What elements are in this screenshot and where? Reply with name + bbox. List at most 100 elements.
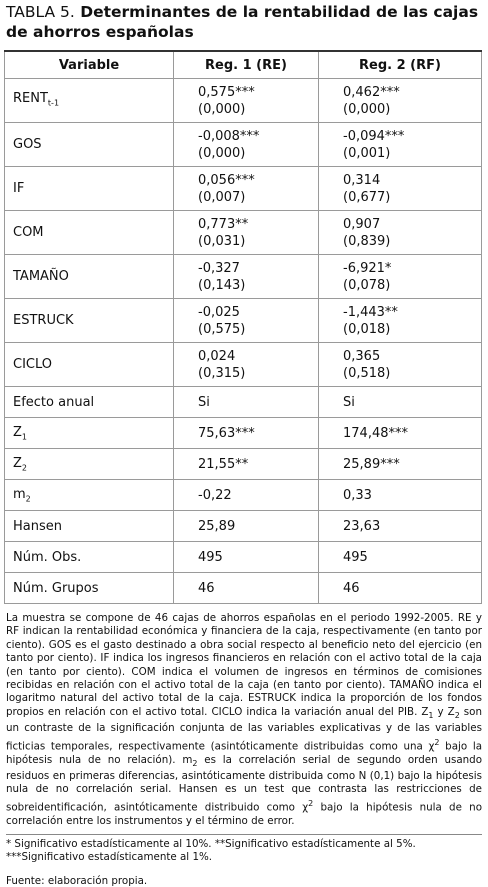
variable-name: TAMAÑO (13, 269, 69, 284)
variable-subscript: 2 (21, 463, 27, 473)
value-cell: 46 (318, 572, 482, 604)
p-value: (0,018) (343, 321, 391, 337)
coefficient: 495 (198, 549, 223, 565)
note: La muestra se compone de 46 cajas de aho… (6, 612, 482, 828)
coefficient: 25,89 (198, 518, 236, 534)
coefficient: 0,773** (198, 216, 249, 232)
value-cell: 0,773** (0,031) (173, 210, 319, 255)
table-label: TABLA 5. (6, 3, 75, 21)
value-cell: 0,056*** (0,007) (173, 166, 319, 211)
note-superscript: 2 (308, 798, 314, 808)
note-text: La muestra se compone de 46 cajas de aho… (6, 612, 482, 718)
coefficient: 0,33 (343, 487, 372, 503)
variable-name: Núm. Obs. (13, 549, 82, 565)
p-value: (0,078) (343, 277, 391, 293)
value-cell: 495 (318, 541, 482, 573)
note-subscript: 2 (192, 758, 198, 768)
value-cell: 23,63 (318, 510, 482, 542)
value-cell: -1,443** (0,018) (318, 298, 482, 343)
value-cell: 0,33 (318, 479, 482, 511)
coefficient: -1,443** (343, 304, 398, 320)
p-value: (0,000) (198, 145, 246, 161)
table-row: m2 -0,22 0,33 (4, 479, 482, 511)
variable-name: Efecto anual (13, 394, 95, 410)
variable-name: Núm. Grupos (13, 580, 99, 596)
value-cell: -0,008*** (0,000) (173, 122, 319, 167)
value-cell: -0,094*** (0,001) (318, 122, 482, 167)
value-cell: -0,22 (173, 479, 319, 511)
title-text: Determinantes de la rentabilidad de las … (6, 3, 479, 41)
coefficient: 46 (343, 580, 360, 596)
value-cell: 0,907 (0,839) (318, 210, 482, 255)
table-row: CICLO 0,024 (0,315) 0,365 (0,518) (4, 342, 482, 387)
note-text: bajo la hipótesis nula de no correlación… (6, 801, 482, 827)
title: TABLA 5. Determinantes de la rentabilida… (0, 0, 488, 50)
coefficient: 0,365 (343, 348, 381, 364)
coefficient: Si (343, 394, 355, 410)
variable-cell: Hansen (4, 510, 174, 542)
coefficient: Si (198, 394, 210, 410)
coefficient: -0,22 (198, 487, 232, 503)
value-cell: 174,48*** (318, 417, 482, 449)
variable-cell: m2 (4, 479, 174, 511)
value-cell: 0,314 (0,677) (318, 166, 482, 211)
coefficient: 0,056*** (198, 172, 255, 188)
variable-name: CICLO (13, 357, 52, 372)
coefficient: -0,025 (198, 304, 240, 320)
table-row: Núm. Obs. 495 495 (4, 541, 482, 573)
table-row: COM 0,773** (0,031) 0,907 (0,839) (4, 210, 482, 255)
value-cell: 25,89 (173, 510, 319, 542)
table-row: Núm. Grupos 46 46 (4, 572, 482, 604)
variable-subscript: t-1 (47, 98, 60, 108)
value-cell: 0,024 (0,315) (173, 342, 319, 387)
p-value: (0,677) (343, 189, 391, 205)
value-cell: Si (173, 386, 319, 418)
variable-cell: CICLO (4, 342, 174, 387)
table-row: Z2 21,55** 25,89*** (4, 448, 482, 480)
variable-name: Z (13, 424, 22, 440)
note-superscript: 2 (434, 737, 440, 747)
coefficient: -6,921* (343, 260, 392, 276)
coefficient: 75,63*** (198, 425, 255, 441)
variable-name: GOS (13, 137, 42, 152)
variable-cell: TAMAÑO (4, 254, 174, 299)
value-cell: -6,921* (0,078) (318, 254, 482, 299)
p-value: (0,839) (343, 233, 391, 249)
value-cell: -0,327 (0,143) (173, 254, 319, 299)
value-cell: 0,575*** (0,000) (173, 78, 319, 123)
p-value: (0,518) (343, 365, 391, 381)
variable-cell: Núm. Obs. (4, 541, 174, 573)
value-cell: -0,025 (0,575) (173, 298, 319, 343)
value-cell: 21,55** (173, 448, 319, 480)
variable-cell: GOS (4, 122, 174, 167)
table-row: ESTRUCK -0,025 (0,575) -1,443** (0,018) (4, 298, 482, 343)
variable-cell: Núm. Grupos (4, 572, 174, 604)
column-header: Variable (4, 50, 174, 79)
coefficient: 174,48*** (343, 425, 408, 441)
note-text: es la correlación serial de segundo orde… (6, 753, 483, 814)
p-value: (0,007) (198, 189, 246, 205)
variable-cell: RENTt-1 (4, 78, 174, 123)
variable-name: COM (13, 225, 44, 240)
table-row: Efecto anual Si Si (4, 386, 482, 418)
value-cell: 0,365 (0,518) (318, 342, 482, 387)
p-value: (0,575) (198, 321, 246, 337)
coefficient: 0,462*** (343, 84, 400, 100)
table-row: Z1 75,63*** 174,48*** (4, 417, 482, 449)
coefficient: 0,575*** (198, 84, 255, 100)
value-cell: Si (318, 386, 482, 418)
p-value: (0,000) (343, 101, 391, 117)
note-text: son un contraste de la significación con… (6, 705, 482, 753)
value-cell: 0,462*** (0,000) (318, 78, 482, 123)
coefficient: 46 (198, 580, 215, 596)
variable-subscript: 2 (25, 494, 31, 504)
column-header: Reg. 1 (RE) (173, 50, 319, 79)
variable-name: m (13, 486, 26, 502)
variable-name: Hansen (13, 518, 62, 534)
table-row: RENTt-1 0,575*** (0,000) 0,462*** (0,000) (4, 78, 482, 123)
variable-subscript: 1 (21, 432, 27, 442)
header-row: Variable Reg. 1 (RE) Reg. 2 (RF) (4, 50, 482, 79)
p-value: (0,001) (343, 145, 391, 161)
note-subscript: 1 (428, 710, 434, 720)
